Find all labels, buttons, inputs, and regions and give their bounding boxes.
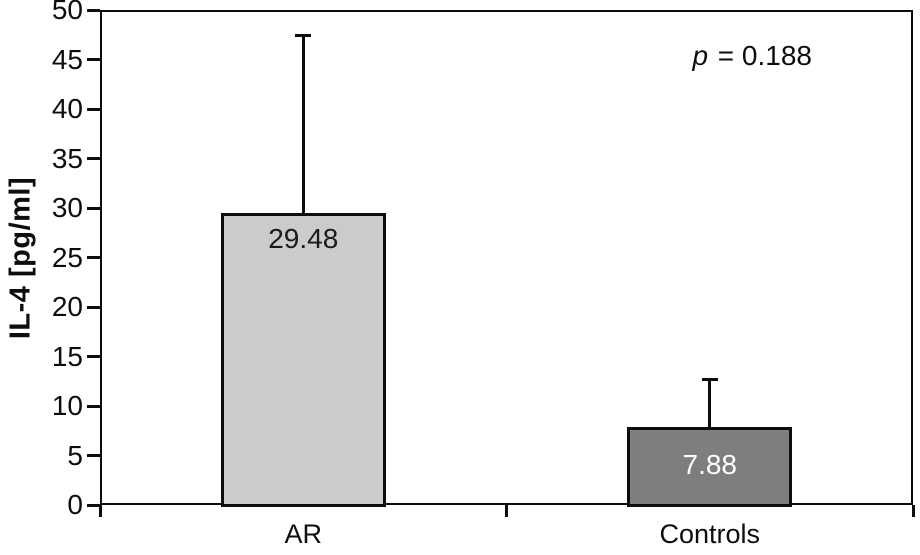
y-axis-tick: [87, 404, 100, 408]
y-axis-tick-label: 45: [51, 43, 83, 75]
bar-ar: [220, 213, 386, 507]
y-axis-tick: [87, 58, 100, 61]
p-value-text: = 0.188: [710, 40, 812, 71]
bar-controls: [627, 426, 793, 507]
bar-value-label: 29.48: [268, 223, 339, 255]
y-axis-tick-label: 30: [51, 192, 83, 223]
y-axis-tick-label: 25: [51, 241, 83, 273]
error-bar-line: [708, 379, 712, 427]
y-axis-tick-label: 5: [67, 439, 83, 471]
y-axis-tick: [87, 256, 100, 259]
y-axis-tick-label: 15: [51, 340, 83, 372]
y-axis-tick-label: 35: [51, 142, 83, 174]
y-axis-tick: [87, 157, 100, 160]
x-axis-tick: [505, 505, 508, 517]
p-symbol: p: [692, 40, 709, 71]
y-axis-tick-label: 10: [51, 390, 83, 421]
y-axis-tick: [87, 503, 100, 507]
error-bar-line: [301, 34, 305, 214]
error-bar-cap: [295, 33, 312, 37]
x-category-label: Controls: [659, 519, 761, 549]
x-category-label: AR: [284, 519, 322, 549]
y-axis-tick: [87, 305, 100, 309]
y-axis-tick: [87, 8, 100, 12]
p-value-annotation: p = 0.188: [692, 40, 812, 72]
y-axis-tick-label: 0: [67, 489, 83, 520]
x-axis-tick: [911, 505, 915, 517]
bar-value-label: 7.88: [682, 448, 738, 480]
y-axis-tick: [87, 107, 100, 111]
y-axis-tick-label: 40: [51, 93, 83, 124]
y-axis-tick: [87, 355, 100, 358]
y-axis-tick: [87, 454, 100, 457]
y-axis-tick-label: 20: [51, 291, 83, 322]
y-axis-tick-label: 50: [51, 0, 83, 25]
error-bar-cap: [701, 378, 718, 382]
y-axis-tick: [87, 206, 100, 210]
x-axis-tick: [98, 505, 102, 517]
